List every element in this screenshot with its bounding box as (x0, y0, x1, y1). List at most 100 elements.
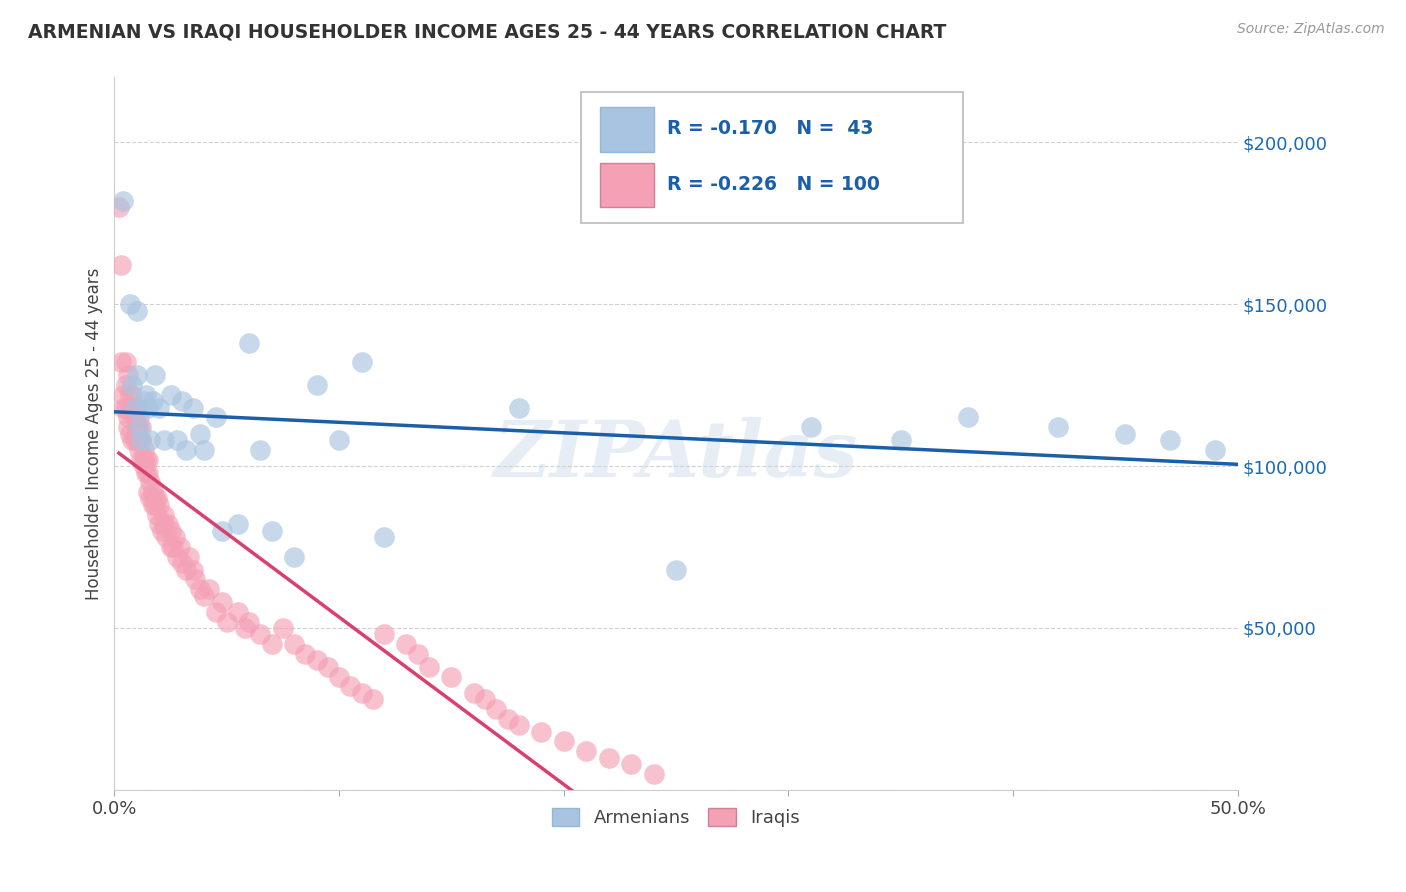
Point (233, 621, 256, 635)
Point (226, 605, 249, 619)
Point (373, 627, 395, 641)
Point (124, 433, 146, 447)
Point (305, 653, 328, 667)
Point (153, 508, 176, 522)
Point (176, 442, 198, 457)
Point (124, 401, 146, 415)
Point (125, 420, 148, 434)
Point (890, 433, 912, 447)
Point (328, 433, 350, 447)
Point (1204, 442, 1226, 457)
Text: ZIPAtlas: ZIPAtlas (494, 417, 858, 493)
Point (181, 401, 204, 415)
Point (143, 368, 166, 383)
Point (166, 433, 188, 447)
Point (131, 433, 153, 447)
Point (305, 378, 328, 392)
Point (474, 692, 496, 706)
Point (665, 563, 688, 577)
Point (143, 491, 166, 506)
Point (128, 442, 150, 457)
Point (159, 524, 181, 538)
Point (121, 433, 143, 447)
Point (620, 757, 643, 772)
Point (339, 679, 361, 693)
Point (176, 563, 198, 577)
Point (406, 647, 429, 661)
Point (131, 452, 153, 467)
Point (260, 637, 283, 651)
Point (146, 508, 169, 522)
Point (142, 485, 165, 500)
Point (146, 491, 169, 506)
Y-axis label: Householder Income Ages 25 - 44 years: Householder Income Ages 25 - 44 years (86, 268, 103, 599)
Point (170, 556, 193, 570)
Point (350, 355, 373, 369)
Point (530, 724, 553, 739)
Point (125, 368, 148, 383)
Point (136, 452, 159, 467)
Point (136, 466, 159, 480)
Point (193, 589, 215, 603)
Point (131, 433, 153, 447)
Point (132, 458, 155, 473)
Text: Source: ZipAtlas.com: Source: ZipAtlas.com (1237, 22, 1385, 37)
Point (508, 401, 530, 415)
Bar (600, 163, 654, 207)
Point (136, 485, 159, 500)
Legend: Armenians, Iraqis: Armenians, Iraqis (546, 800, 807, 834)
Point (440, 669, 463, 683)
Point (110, 355, 132, 369)
Point (143, 498, 166, 512)
Text: R = -0.170   N =  43: R = -0.170 N = 43 (666, 120, 873, 138)
Point (128, 410, 150, 425)
Point (121, 378, 143, 392)
Point (643, 766, 665, 780)
Point (157, 517, 180, 532)
Point (120, 297, 142, 311)
Point (271, 621, 294, 635)
Point (575, 744, 598, 758)
Point (553, 734, 575, 748)
Point (373, 530, 395, 544)
Point (121, 401, 143, 415)
Point (132, 394, 155, 409)
Point (249, 627, 271, 641)
Point (136, 401, 159, 415)
Point (120, 388, 142, 402)
Point (238, 615, 260, 629)
Point (125, 433, 148, 447)
Point (120, 426, 142, 441)
Point (114, 378, 136, 392)
Point (215, 615, 238, 629)
Point (350, 686, 373, 700)
Point (108, 200, 131, 214)
Point (197, 582, 219, 596)
Point (361, 692, 384, 706)
Point (110, 258, 132, 272)
Point (1114, 426, 1136, 441)
Point (283, 549, 305, 564)
Point (418, 660, 440, 674)
Point (120, 401, 142, 415)
Point (155, 530, 177, 544)
Point (204, 605, 226, 619)
Point (294, 647, 316, 661)
Point (162, 540, 184, 554)
Point (128, 433, 150, 447)
Point (395, 637, 418, 651)
Point (249, 442, 271, 457)
Point (159, 540, 181, 554)
Point (117, 368, 139, 383)
Point (165, 530, 187, 544)
Point (463, 686, 485, 700)
Point (181, 563, 204, 577)
Point (1046, 420, 1069, 434)
Point (135, 452, 157, 467)
Point (153, 517, 176, 532)
Point (226, 517, 249, 532)
Point (188, 582, 211, 596)
Text: ARMENIAN VS IRAQI HOUSEHOLDER INCOME AGES 25 - 44 YEARS CORRELATION CHART: ARMENIAN VS IRAQI HOUSEHOLDER INCOME AGE… (28, 22, 946, 41)
Point (142, 498, 165, 512)
Point (128, 420, 150, 434)
